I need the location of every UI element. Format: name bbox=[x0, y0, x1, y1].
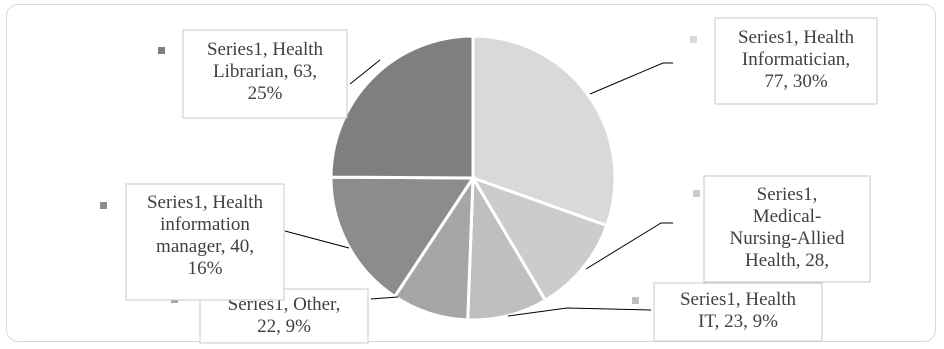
legend-key-marker bbox=[158, 47, 165, 54]
data-label-box bbox=[714, 17, 878, 105]
data-label-box bbox=[125, 183, 285, 301]
legend-key-marker bbox=[693, 190, 700, 197]
data-label-line: Health, 28, bbox=[745, 250, 829, 271]
pie-slice-health-information-manager bbox=[329, 175, 476, 299]
data-label-box bbox=[653, 282, 823, 342]
pie-slice-health-it bbox=[466, 172, 548, 322]
leader-line-medical-nursing-allied-health bbox=[585, 222, 673, 270]
pie-slices bbox=[329, 34, 617, 322]
data-label-line: Medical- bbox=[753, 206, 822, 227]
data-label-line: Nursing-Allied bbox=[729, 228, 845, 249]
legend-key-marker bbox=[690, 36, 697, 43]
legend-key-marker bbox=[632, 297, 639, 304]
leader-line-health-librarian bbox=[349, 59, 381, 85]
leader-line-health-it bbox=[507, 307, 652, 317]
data-label-line: Informatician, bbox=[742, 49, 850, 70]
data-label-line: 77, 30% bbox=[764, 71, 828, 92]
pie-slice-health-librarian bbox=[329, 34, 475, 180]
leader-line-health-information-manager bbox=[284, 230, 350, 249]
legend-key-marker bbox=[100, 202, 107, 209]
data-label-line: 22, 9% bbox=[257, 316, 311, 337]
data-label-line: information bbox=[160, 214, 250, 235]
leader-lines bbox=[284, 59, 673, 317]
data-label-line: Series1, Health bbox=[147, 192, 264, 213]
data-label-line: 25% bbox=[248, 83, 283, 104]
data-label-line: IT, 23, 9% bbox=[698, 311, 778, 332]
leader-line-health-informatician bbox=[589, 62, 673, 95]
data-label-line: Series1, Health bbox=[207, 39, 324, 60]
data-label-box bbox=[182, 29, 348, 119]
data-label-line: Series1, Health bbox=[680, 289, 797, 310]
leader-line-other bbox=[370, 296, 399, 300]
data-label-line: Series1, bbox=[757, 184, 818, 205]
pie-slice-health-informatician bbox=[471, 34, 617, 228]
data-label-line: manager, 40, bbox=[156, 236, 254, 257]
data-label-box bbox=[703, 175, 871, 283]
pie-slice-medical-nursing-allied-health bbox=[469, 175, 609, 303]
data-label-line: Librarian, 63, bbox=[213, 61, 317, 82]
data-label-line: 16% bbox=[188, 258, 223, 279]
data-label-line: Series1, Health bbox=[738, 27, 855, 48]
